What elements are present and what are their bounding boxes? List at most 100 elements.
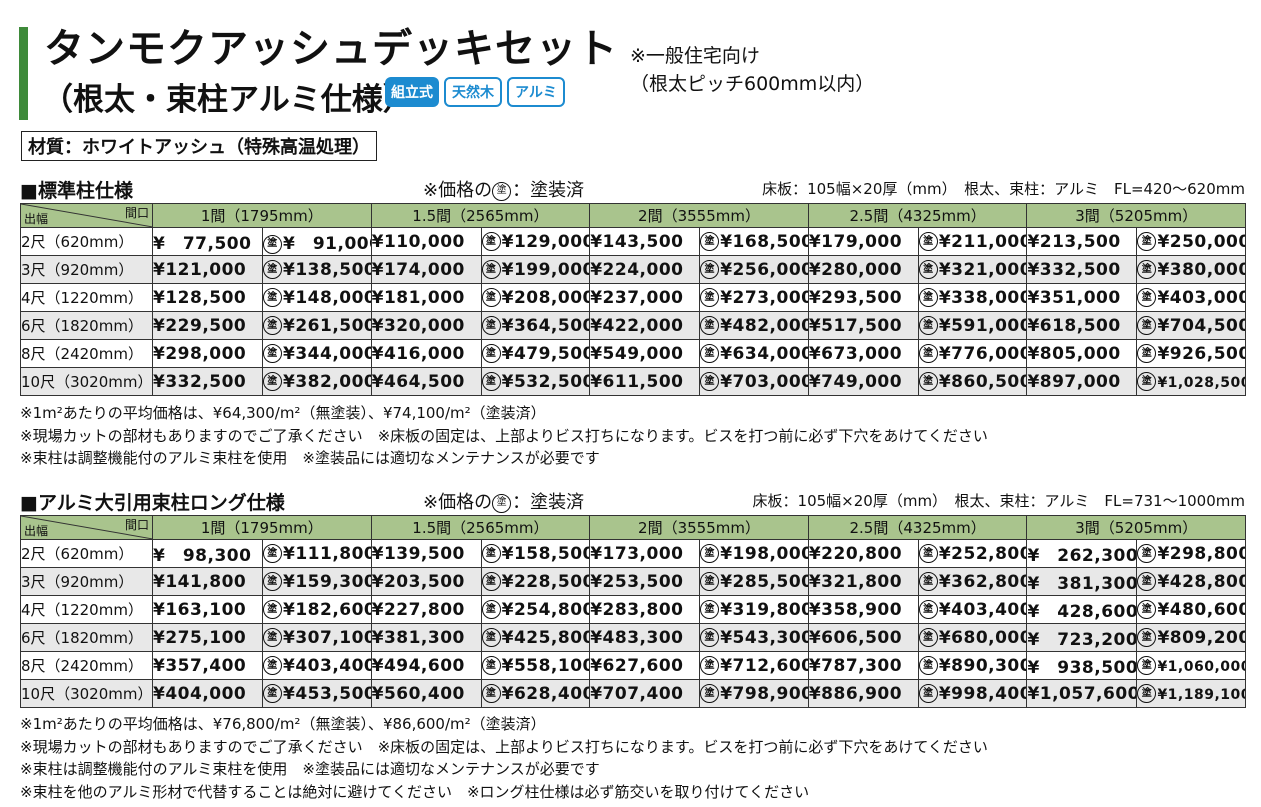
table-row: 6尺（1820mm） ¥229,500 塗 ¥261,500 ¥320,000 塗 ¥364… [20, 311, 1247, 340]
painted-icon: 塗 [482, 372, 501, 391]
price-value: ¥256,000 [720, 259, 809, 280]
row-label: 10尺（3020mm） [20, 367, 153, 396]
price-value: ¥532,500 [501, 371, 590, 392]
price-value: ¥319,800 [720, 599, 809, 620]
corner-frontage-label: 間口 [124, 206, 149, 220]
painted-price-cell: 塗 ¥1,060,000 [1136, 651, 1247, 680]
painted-icon: 塗 [492, 493, 512, 513]
price-cell: ¥897,000 [1026, 367, 1138, 396]
painted-price-cell: 塗 ¥482,000 [699, 311, 809, 340]
painted-price-cell: 塗 ¥403,000 [1136, 283, 1247, 312]
price-value: ¥198,000 [720, 543, 809, 564]
table-corner: 間口 出幅 [20, 203, 153, 228]
painted-icon: 塗 [700, 656, 720, 675]
painted-icon: 塗 [263, 684, 282, 703]
price-cell: ¥253,500 [589, 567, 701, 596]
price-cell: ¥464,500 [370, 367, 482, 396]
table-header-row: 間口 出幅 1間（1795mm） 1.5間（2565mm） 2間（3555mm） 2.5間… [20, 515, 1247, 540]
column-header: 2.5間（4325mm） [807, 515, 1028, 540]
price-cell: ¥611,500 [589, 367, 701, 396]
price-value: ¥549,000 [590, 343, 684, 364]
paint-legend-prefix: ※価格の [423, 492, 493, 513]
note-line: ※束柱は調整機能付のアルミ束柱を使用 ※塗装品には適切なメンテナンスが必要です [20, 760, 600, 778]
price-cell: ¥ 98,300 [152, 539, 263, 568]
painted-icon: 塗 [263, 628, 282, 647]
title-accent-bar [19, 27, 28, 120]
painted-icon: 塗 [919, 572, 938, 591]
price-value: ¥809,200 [1157, 627, 1246, 648]
painted-price-cell: 塗 ¥228,500 [480, 567, 591, 596]
painted-icon: 塗 [1137, 684, 1157, 703]
spec-summary: 床板：105幅×20厚（mm） 根太、束柱：アルミ FL=731〜1000mm [752, 492, 1245, 510]
column-header: 3間（5205mm） [1026, 515, 1247, 540]
price-value: ¥138,500 [283, 259, 372, 280]
price-value: ¥203,500 [371, 571, 465, 592]
price-cell: ¥1,057,600 [1026, 679, 1138, 708]
painted-icon: 塗 [482, 656, 501, 675]
price-value: ¥628,400 [501, 683, 590, 704]
price-value: ¥338,000 [938, 287, 1027, 308]
price-value: ¥250,000 [1157, 231, 1246, 252]
price-value: ¥428,800 [1157, 571, 1246, 592]
price-value: ¥139,500 [371, 543, 465, 564]
painted-price-cell: 塗 ¥129,000 [480, 227, 591, 256]
price-cell: ¥549,000 [589, 339, 701, 368]
table-header-row: 間口 出幅 1間（1795mm） 1.5間（2565mm） 2間（3555mm） 2.5間… [20, 203, 1247, 228]
column-header: 2間（3555mm） [589, 203, 809, 228]
painted-icon: 塗 [263, 316, 282, 335]
painted-price-cell: 塗 ¥890,300 [917, 651, 1028, 680]
price-value: ¥261,500 [283, 315, 372, 336]
price-cell: ¥143,500 [589, 227, 701, 256]
price-cell: ¥332,500 [152, 367, 263, 396]
painted-price-cell: 塗 ¥321,000 [917, 255, 1028, 284]
price-value: ¥404,000 [153, 683, 247, 704]
painted-price-cell: 塗 ¥634,000 [699, 339, 809, 368]
painted-price-cell: 塗 ¥199,000 [480, 255, 591, 284]
row-label: 2尺（620mm） [20, 539, 153, 568]
painted-icon: 塗 [482, 288, 501, 307]
table-row: 3尺（920mm） ¥141,800 塗 ¥159,300 ¥203,500 塗 ¥228,… [20, 567, 1247, 596]
painted-price-cell: 塗 ¥543,300 [699, 623, 809, 652]
price-value: ¥591,000 [938, 315, 1027, 336]
price-value: ¥364,500 [501, 315, 590, 336]
price-value: ¥237,000 [590, 287, 684, 308]
painted-price-cell: 塗 ¥338,000 [917, 283, 1028, 312]
price-value: ¥998,400 [938, 683, 1027, 704]
price-value: ¥634,000 [720, 343, 809, 364]
price-cell: ¥227,800 [370, 595, 482, 624]
price-cell: ¥181,000 [370, 283, 482, 312]
painted-icon: 塗 [263, 234, 282, 254]
price-value: ¥543,300 [720, 627, 809, 648]
painted-icon: 塗 [263, 372, 282, 391]
price-value: ¥199,000 [501, 259, 590, 280]
table-row: 6尺（1820mm） ¥275,100 塗 ¥307,100 ¥381,300 塗 ¥425… [20, 623, 1247, 652]
price-value: ¥483,300 [590, 627, 684, 648]
price-cell: ¥332,500 [1026, 255, 1138, 284]
painted-icon: 塗 [700, 344, 720, 363]
painted-icon: 塗 [263, 288, 282, 307]
row-label: 4尺（1220mm） [20, 283, 153, 312]
painted-icon: 塗 [700, 260, 720, 279]
column-header: 1間（1795mm） [152, 515, 372, 540]
painted-icon: 塗 [919, 600, 938, 619]
price-cell: ¥320,000 [370, 311, 482, 340]
column-header: 3間（5205mm） [1026, 203, 1247, 228]
price-cell: ¥357,400 [152, 651, 263, 680]
painted-price-cell: 塗 ¥198,000 [699, 539, 809, 568]
price-value: ¥332,500 [1027, 259, 1121, 280]
price-value: ¥560,400 [371, 683, 465, 704]
paint-legend-suffix: ：塗装済 [512, 180, 585, 201]
painted-icon: 塗 [919, 372, 938, 391]
painted-icon: 塗 [919, 544, 938, 563]
painted-icon: 塗 [1137, 232, 1157, 251]
painted-icon: 塗 [263, 656, 282, 675]
price-value: ¥479,500 [501, 343, 590, 364]
painted-price-cell: 塗 ¥480,600 [1136, 595, 1247, 624]
badge-aluminum: アルミ [507, 77, 565, 107]
price-value: ¥606,500 [808, 627, 903, 648]
painted-icon: 塗 [700, 600, 720, 619]
painted-price-cell: 塗 ¥532,500 [480, 367, 591, 396]
painted-price-cell: 塗 ¥425,800 [480, 623, 591, 652]
price-value: ¥321,000 [938, 259, 1027, 280]
painted-price-cell: 塗 ¥712,600 [699, 651, 809, 680]
